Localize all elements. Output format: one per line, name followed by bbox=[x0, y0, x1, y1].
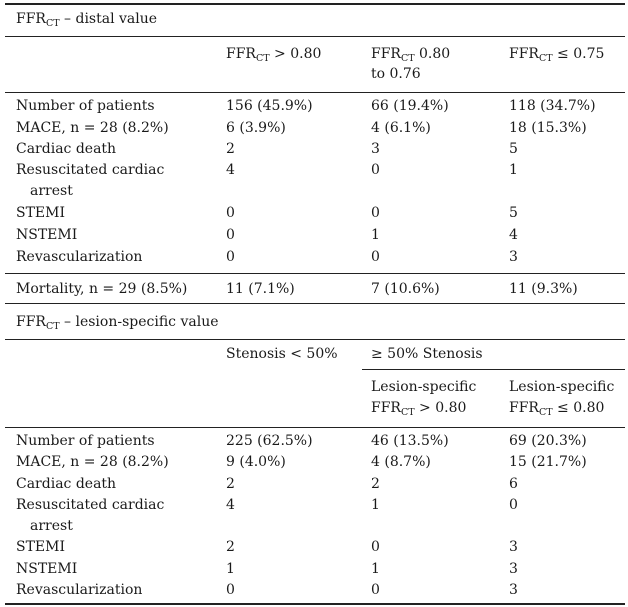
s2-row2-v2: 2 bbox=[371, 476, 380, 492]
section2-col3-header-line2: FFRCT ≤ 0.80 bbox=[509, 400, 605, 418]
section2-header-rule bbox=[5, 427, 625, 428]
s1-row4-v3: 5 bbox=[509, 205, 518, 221]
s1-row3-label: Resuscitated cardiac bbox=[16, 162, 165, 178]
s1-row0-label: Number of patients bbox=[16, 98, 155, 114]
s1-row5-v1: 0 bbox=[226, 227, 235, 243]
s1-row6-v1: 0 bbox=[226, 249, 235, 265]
s2-row5-label: NSTEMI bbox=[16, 561, 78, 577]
s2-row5-v3: 3 bbox=[509, 561, 518, 577]
s2-row2-v1: 2 bbox=[226, 476, 235, 492]
s1-mortality-v3: 11 (9.3%) bbox=[509, 281, 578, 297]
section1-header-rule bbox=[5, 92, 625, 93]
s2-row3-label-line2: arrest bbox=[30, 518, 73, 534]
section1-title: FFRCT – distal value bbox=[16, 11, 158, 29]
s1-row0-v2: 66 (19.4%) bbox=[371, 98, 449, 114]
s1-mortality-v2: 7 (10.6%) bbox=[371, 281, 440, 297]
s1-row0-v3: 118 (34.7%) bbox=[509, 98, 596, 114]
section1-body-rule bbox=[5, 273, 625, 274]
section2-col2-header-line1: Lesion-specific bbox=[371, 379, 477, 395]
s2-row1-label: MACE, n = 28 (8.2%) bbox=[16, 454, 169, 470]
s2-row4-label: STEMI bbox=[16, 539, 66, 555]
s1-row1-label: MACE, n = 28 (8.2%) bbox=[16, 120, 169, 136]
s1-row6-v3: 3 bbox=[509, 249, 518, 265]
s2-row3-v1: 4 bbox=[226, 497, 235, 513]
s2-row2-label: Cardiac death bbox=[16, 476, 117, 492]
s1-row5-label: NSTEMI bbox=[16, 227, 78, 243]
section2-col1-header: Stenosis < 50% bbox=[226, 346, 338, 362]
s2-row6-v3: 3 bbox=[509, 582, 518, 598]
s2-row3-label: Resuscitated cardiac bbox=[16, 497, 165, 513]
s1-row2-v3: 5 bbox=[509, 141, 518, 157]
s1-mortality-v1: 11 (7.1%) bbox=[226, 281, 295, 297]
s1-row3-v3: 1 bbox=[509, 162, 518, 178]
s1-row3-v1: 4 bbox=[226, 162, 235, 178]
section2-group-header: ≥ 50% Stenosis bbox=[371, 346, 483, 362]
s2-row0-v1: 225 (62.5%) bbox=[226, 433, 313, 449]
s1-row1-v2: 4 (6.1%) bbox=[371, 120, 431, 136]
s1-row5-v3: 4 bbox=[509, 227, 518, 243]
s1-row5-v2: 1 bbox=[371, 227, 380, 243]
section1-mortality-rule bbox=[5, 303, 625, 304]
s1-row6-v2: 0 bbox=[371, 249, 380, 265]
s2-row4-v3: 3 bbox=[509, 539, 518, 555]
s1-row4-v2: 0 bbox=[371, 205, 380, 221]
s1-row2-label: Cardiac death bbox=[16, 141, 117, 157]
s2-row5-v1: 1 bbox=[226, 561, 235, 577]
s2-row6-label: Revascularization bbox=[16, 582, 143, 598]
s2-row6-v1: 0 bbox=[226, 582, 235, 598]
section1-title-rule bbox=[5, 36, 625, 37]
s2-row4-v2: 0 bbox=[371, 539, 380, 555]
s1-row3-label-line2: arrest bbox=[30, 183, 73, 199]
s1-row4-label: STEMI bbox=[16, 205, 66, 221]
s1-row4-v1: 0 bbox=[226, 205, 235, 221]
top-rule bbox=[5, 3, 625, 5]
s2-row0-v2: 46 (13.5%) bbox=[371, 433, 449, 449]
stenosis-group-rule bbox=[362, 369, 625, 370]
s1-row0-v1: 156 (45.9%) bbox=[226, 98, 313, 114]
s2-row3-v3: 0 bbox=[509, 497, 518, 513]
s2-row6-v2: 0 bbox=[371, 582, 380, 598]
s2-row1-v3: 15 (21.7%) bbox=[509, 454, 587, 470]
s2-row0-label: Number of patients bbox=[16, 433, 155, 449]
s2-row5-v2: 1 bbox=[371, 561, 380, 577]
s2-row1-v1: 9 (4.0%) bbox=[226, 454, 286, 470]
section2-title: FFRCT – lesion-specific value bbox=[16, 314, 219, 332]
section1-col2-header-line2: to 0.76 bbox=[371, 66, 421, 82]
s1-row2-v2: 3 bbox=[371, 141, 380, 157]
s2-row4-v1: 2 bbox=[226, 539, 235, 555]
section1-col1-header: FFRCT > 0.80 bbox=[226, 46, 322, 64]
s1-row1-v1: 6 (3.9%) bbox=[226, 120, 286, 136]
section2-col3-header-line1: Lesion-specific bbox=[509, 379, 615, 395]
s2-row1-v2: 4 (8.7%) bbox=[371, 454, 431, 470]
section1-col3-header: FFRCT ≤ 0.75 bbox=[509, 46, 605, 64]
s2-row2-v3: 6 bbox=[509, 476, 518, 492]
s1-row2-v1: 2 bbox=[226, 141, 235, 157]
s1-row6-label: Revascularization bbox=[16, 249, 143, 265]
section1-col2-header: FFRCT 0.80 bbox=[371, 46, 451, 64]
section2-title-rule bbox=[5, 339, 625, 340]
s1-mortality-label: Mortality, n = 29 (8.5%) bbox=[16, 281, 188, 297]
s2-row3-v2: 1 bbox=[371, 497, 380, 513]
bottom-rule bbox=[5, 603, 625, 605]
s2-row0-v3: 69 (20.3%) bbox=[509, 433, 587, 449]
s1-row3-v2: 0 bbox=[371, 162, 380, 178]
s1-row1-v3: 18 (15.3%) bbox=[509, 120, 587, 136]
section2-col2-header-line2: FFRCT > 0.80 bbox=[371, 400, 467, 418]
